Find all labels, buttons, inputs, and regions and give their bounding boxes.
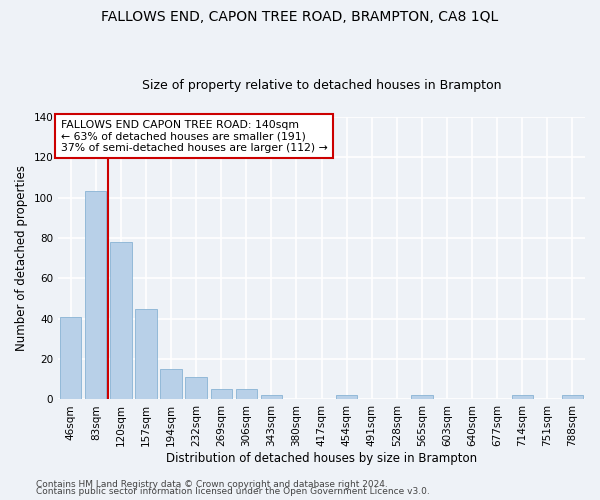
Bar (336, 396, 358, 400)
Bar (236, 390, 257, 400)
Bar (85, 192, 106, 400)
Bar (60, 316, 82, 400)
Title: Size of property relative to detached houses in Brampton: Size of property relative to detached ho… (142, 79, 502, 92)
X-axis label: Distribution of detached houses by size in Brampton: Distribution of detached houses by size … (166, 452, 477, 465)
Text: FALLOWS END CAPON TREE ROAD: 140sqm
← 63% of detached houses are smaller (191)
3: FALLOWS END CAPON TREE ROAD: 140sqm ← 63… (61, 120, 328, 153)
Y-axis label: Number of detached properties: Number of detached properties (15, 165, 28, 351)
Bar (411, 396, 433, 400)
Text: FALLOWS END, CAPON TREE ROAD, BRAMPTON, CA8 1QL: FALLOWS END, CAPON TREE ROAD, BRAMPTON, … (101, 10, 499, 24)
Bar (562, 396, 583, 400)
Text: Contains public sector information licensed under the Open Government Licence v3: Contains public sector information licen… (36, 488, 430, 496)
Bar (211, 390, 232, 400)
Bar (185, 377, 207, 400)
Text: Contains HM Land Registry data © Crown copyright and database right 2024.: Contains HM Land Registry data © Crown c… (36, 480, 388, 489)
Bar (110, 242, 131, 400)
Bar (160, 369, 182, 400)
Bar (512, 396, 533, 400)
Bar (261, 396, 282, 400)
Bar (136, 308, 157, 400)
